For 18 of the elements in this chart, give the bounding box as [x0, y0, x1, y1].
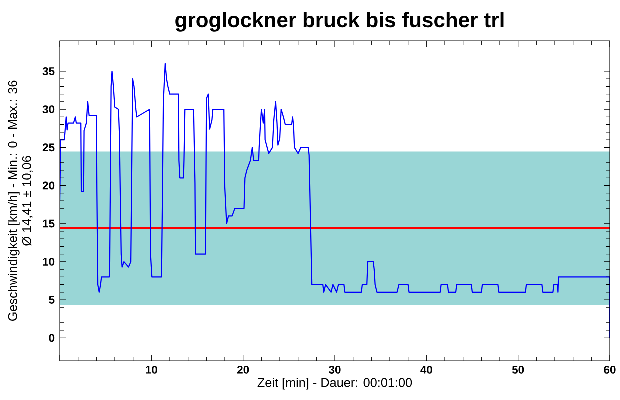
x-tick-label: 30: [329, 366, 341, 374]
y-axis-title: Geschwindigkeit [km/h] - Min.: 0 - Max.: 36: [8, 80, 20, 322]
x-tick-label: 40: [420, 366, 432, 374]
text: Ø 14,41 ± 10,06: [22, 156, 33, 246]
chart-title: groglockner bruck bis fuscher trl: [176, 12, 504, 32]
y-tick-label: 15: [43, 220, 55, 228]
y-tick-label: 10: [43, 258, 55, 266]
x-tick-label: 50: [512, 366, 524, 374]
y-tick-label: 25: [42, 144, 55, 152]
y-tick-label: 35: [42, 67, 55, 76]
y-tick-label: 0: [49, 334, 55, 342]
x-tick-label: 60: [604, 366, 616, 374]
x-axis-title: Zeit [min] - Dauer: 00:01:00: [258, 378, 412, 390]
y-tick-label: 20: [42, 182, 55, 190]
y-tick-label: 5: [49, 296, 55, 304]
x-tick-label: 10: [146, 366, 158, 374]
x-tick-label: 20: [237, 366, 250, 374]
y-tick-label: 30: [42, 106, 55, 114]
